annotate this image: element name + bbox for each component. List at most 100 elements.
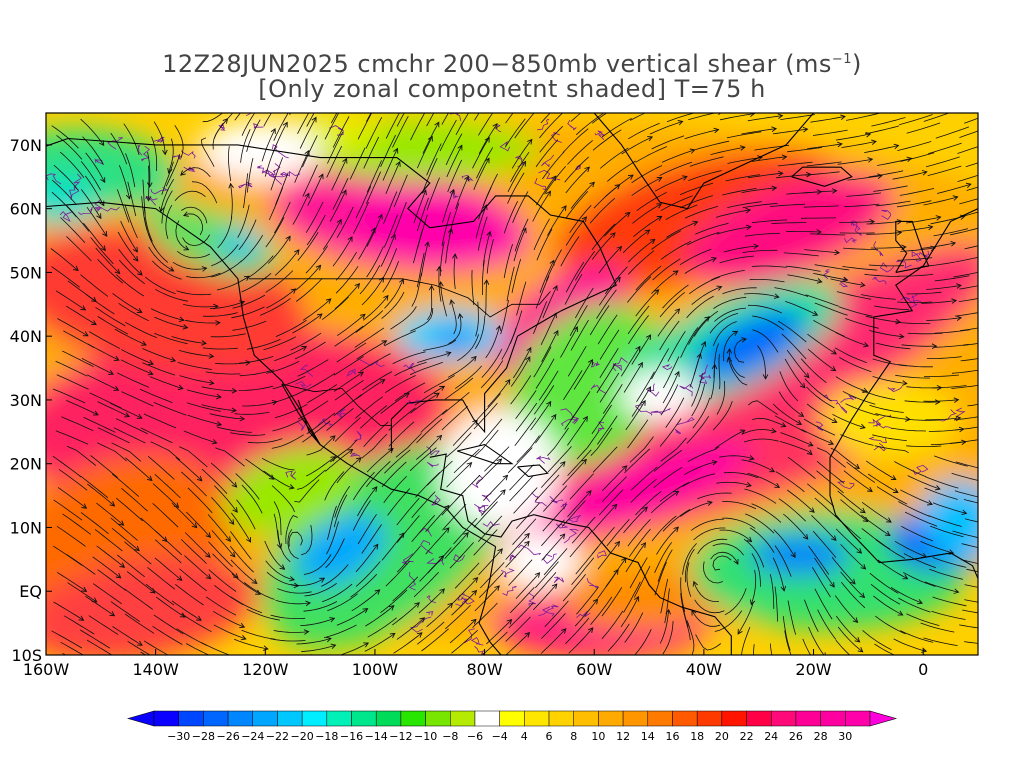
streamline-arrow — [726, 347, 733, 354]
streamline — [920, 541, 954, 554]
lon-tick-label: 20W — [795, 660, 831, 679]
streamline — [264, 143, 278, 177]
streamline-arrow — [803, 372, 810, 379]
streamline — [959, 624, 978, 629]
streamline — [413, 571, 440, 598]
streamline — [574, 599, 598, 627]
streamline — [576, 431, 599, 460]
streamline — [392, 602, 420, 626]
contour-line — [494, 124, 502, 133]
streamline — [702, 561, 724, 584]
streamline-arrow — [342, 157, 348, 164]
streamline — [807, 483, 835, 507]
streamline — [241, 484, 263, 514]
streamline — [682, 473, 716, 487]
streamline — [273, 630, 309, 633]
streamline — [302, 420, 331, 443]
streamline — [80, 189, 102, 219]
streamline-arrow — [952, 195, 959, 201]
streamline-arrow — [771, 185, 778, 191]
streamline — [695, 634, 722, 651]
streamline — [66, 305, 97, 325]
streamline — [751, 553, 761, 587]
streamline-arrow — [231, 407, 237, 414]
streamline — [503, 201, 519, 234]
streamline-arrow — [91, 320, 97, 326]
streamline — [964, 584, 978, 588]
colorbar-label: −6 — [467, 730, 483, 743]
streamline — [505, 541, 530, 568]
streamline — [870, 246, 906, 249]
streamline — [724, 588, 747, 616]
streamline — [565, 191, 589, 219]
streamline — [895, 321, 931, 324]
streamline — [396, 113, 405, 127]
streamline — [625, 542, 646, 573]
streamline — [302, 298, 332, 321]
streamline — [425, 527, 450, 555]
streamline — [210, 333, 246, 338]
streamline — [420, 241, 429, 277]
streamline — [592, 504, 617, 531]
streamline-arrow — [831, 349, 838, 355]
streamline — [592, 129, 622, 151]
contour-line — [563, 528, 579, 544]
streamline-arrow — [146, 182, 153, 188]
streamline — [215, 361, 251, 365]
streamline — [713, 296, 747, 309]
streamline — [868, 170, 904, 178]
streamline — [627, 305, 650, 335]
streamline — [682, 605, 691, 641]
streamline — [180, 167, 211, 178]
streamline-arrow — [921, 170, 928, 176]
streamline-arrow — [141, 340, 147, 346]
shade-region — [46, 556, 259, 655]
streamline — [237, 204, 250, 238]
streamline — [304, 582, 337, 597]
streamline-arrow — [867, 486, 873, 493]
streamline — [117, 554, 145, 578]
streamline — [769, 643, 773, 655]
streamline-arrow — [355, 457, 362, 463]
contour-line — [431, 495, 441, 506]
streamline — [207, 514, 231, 542]
streamline-arrow — [196, 615, 202, 621]
streamline — [663, 356, 680, 389]
streamline — [666, 221, 698, 238]
streamline — [835, 133, 871, 141]
streamline — [294, 341, 326, 360]
streamline-arrow — [445, 351, 452, 357]
streamline — [686, 415, 710, 444]
streamline — [624, 612, 644, 643]
streamline — [264, 540, 285, 570]
contour-line — [183, 166, 196, 173]
streamline — [125, 321, 157, 338]
streamline — [327, 131, 344, 164]
streamline — [292, 193, 310, 225]
streamline-arrow — [457, 144, 463, 151]
streamline — [868, 264, 904, 267]
colorbar-segment — [499, 710, 525, 727]
streamline — [508, 559, 533, 586]
streamline — [837, 626, 863, 653]
streamline — [927, 165, 962, 176]
streamline — [153, 614, 184, 635]
streamline-arrow — [713, 127, 720, 134]
streamline-arrow — [746, 481, 752, 488]
streamline-arrow — [216, 393, 222, 400]
contour-line — [427, 461, 439, 468]
streamline — [665, 204, 698, 220]
streamline — [787, 147, 823, 153]
streamline — [662, 371, 680, 404]
streamline-arrow — [553, 329, 559, 336]
streamline — [139, 388, 173, 403]
streamline-arrow — [799, 382, 806, 389]
streamline — [410, 113, 426, 141]
contour-line — [551, 132, 562, 143]
streamline — [651, 135, 685, 150]
streamline — [55, 290, 86, 311]
streamline — [807, 143, 842, 149]
streamline — [662, 509, 691, 532]
contour-line — [912, 464, 929, 475]
streamline — [835, 376, 868, 393]
